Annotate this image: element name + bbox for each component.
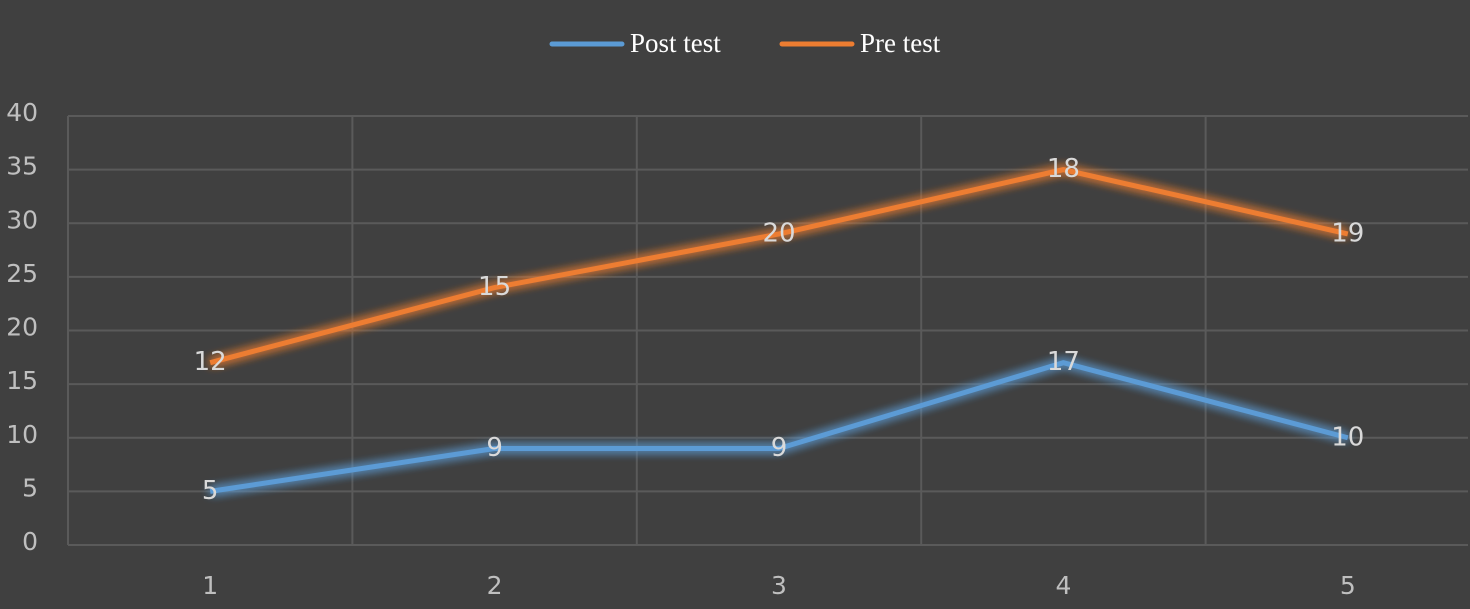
y-tick-label: 10	[6, 420, 38, 449]
y-tick-label: 0	[22, 527, 38, 556]
data-label: 5	[202, 476, 219, 506]
y-tick-label: 5	[22, 473, 38, 502]
y-tick-label: 40	[6, 98, 38, 127]
data-label: 10	[1331, 422, 1364, 452]
data-label: 20	[762, 218, 795, 248]
data-label: 15	[478, 272, 511, 302]
data-label: 19	[1331, 218, 1364, 248]
x-tick-label: 5	[1340, 571, 1356, 600]
data-label: 9	[486, 433, 503, 463]
y-tick-label: 30	[6, 205, 38, 234]
x-tick-label: 3	[771, 571, 787, 600]
data-label: 9	[771, 433, 788, 463]
legend-label: Post test	[630, 28, 721, 58]
data-label: 18	[1047, 154, 1080, 184]
y-tick-label: 25	[6, 259, 38, 288]
legend-label: Pre test	[860, 28, 941, 58]
x-tick-label: 1	[202, 571, 218, 600]
y-tick-label: 15	[6, 366, 38, 395]
data-label: 17	[1047, 347, 1080, 377]
x-tick-label: 2	[487, 571, 503, 600]
series-line	[209, 360, 1349, 494]
y-tick-label: 20	[6, 313, 38, 342]
data-label: 12	[194, 347, 227, 377]
x-tick-label: 4	[1055, 571, 1071, 600]
y-tick-label: 35	[6, 152, 38, 181]
series-line	[209, 167, 1349, 366]
